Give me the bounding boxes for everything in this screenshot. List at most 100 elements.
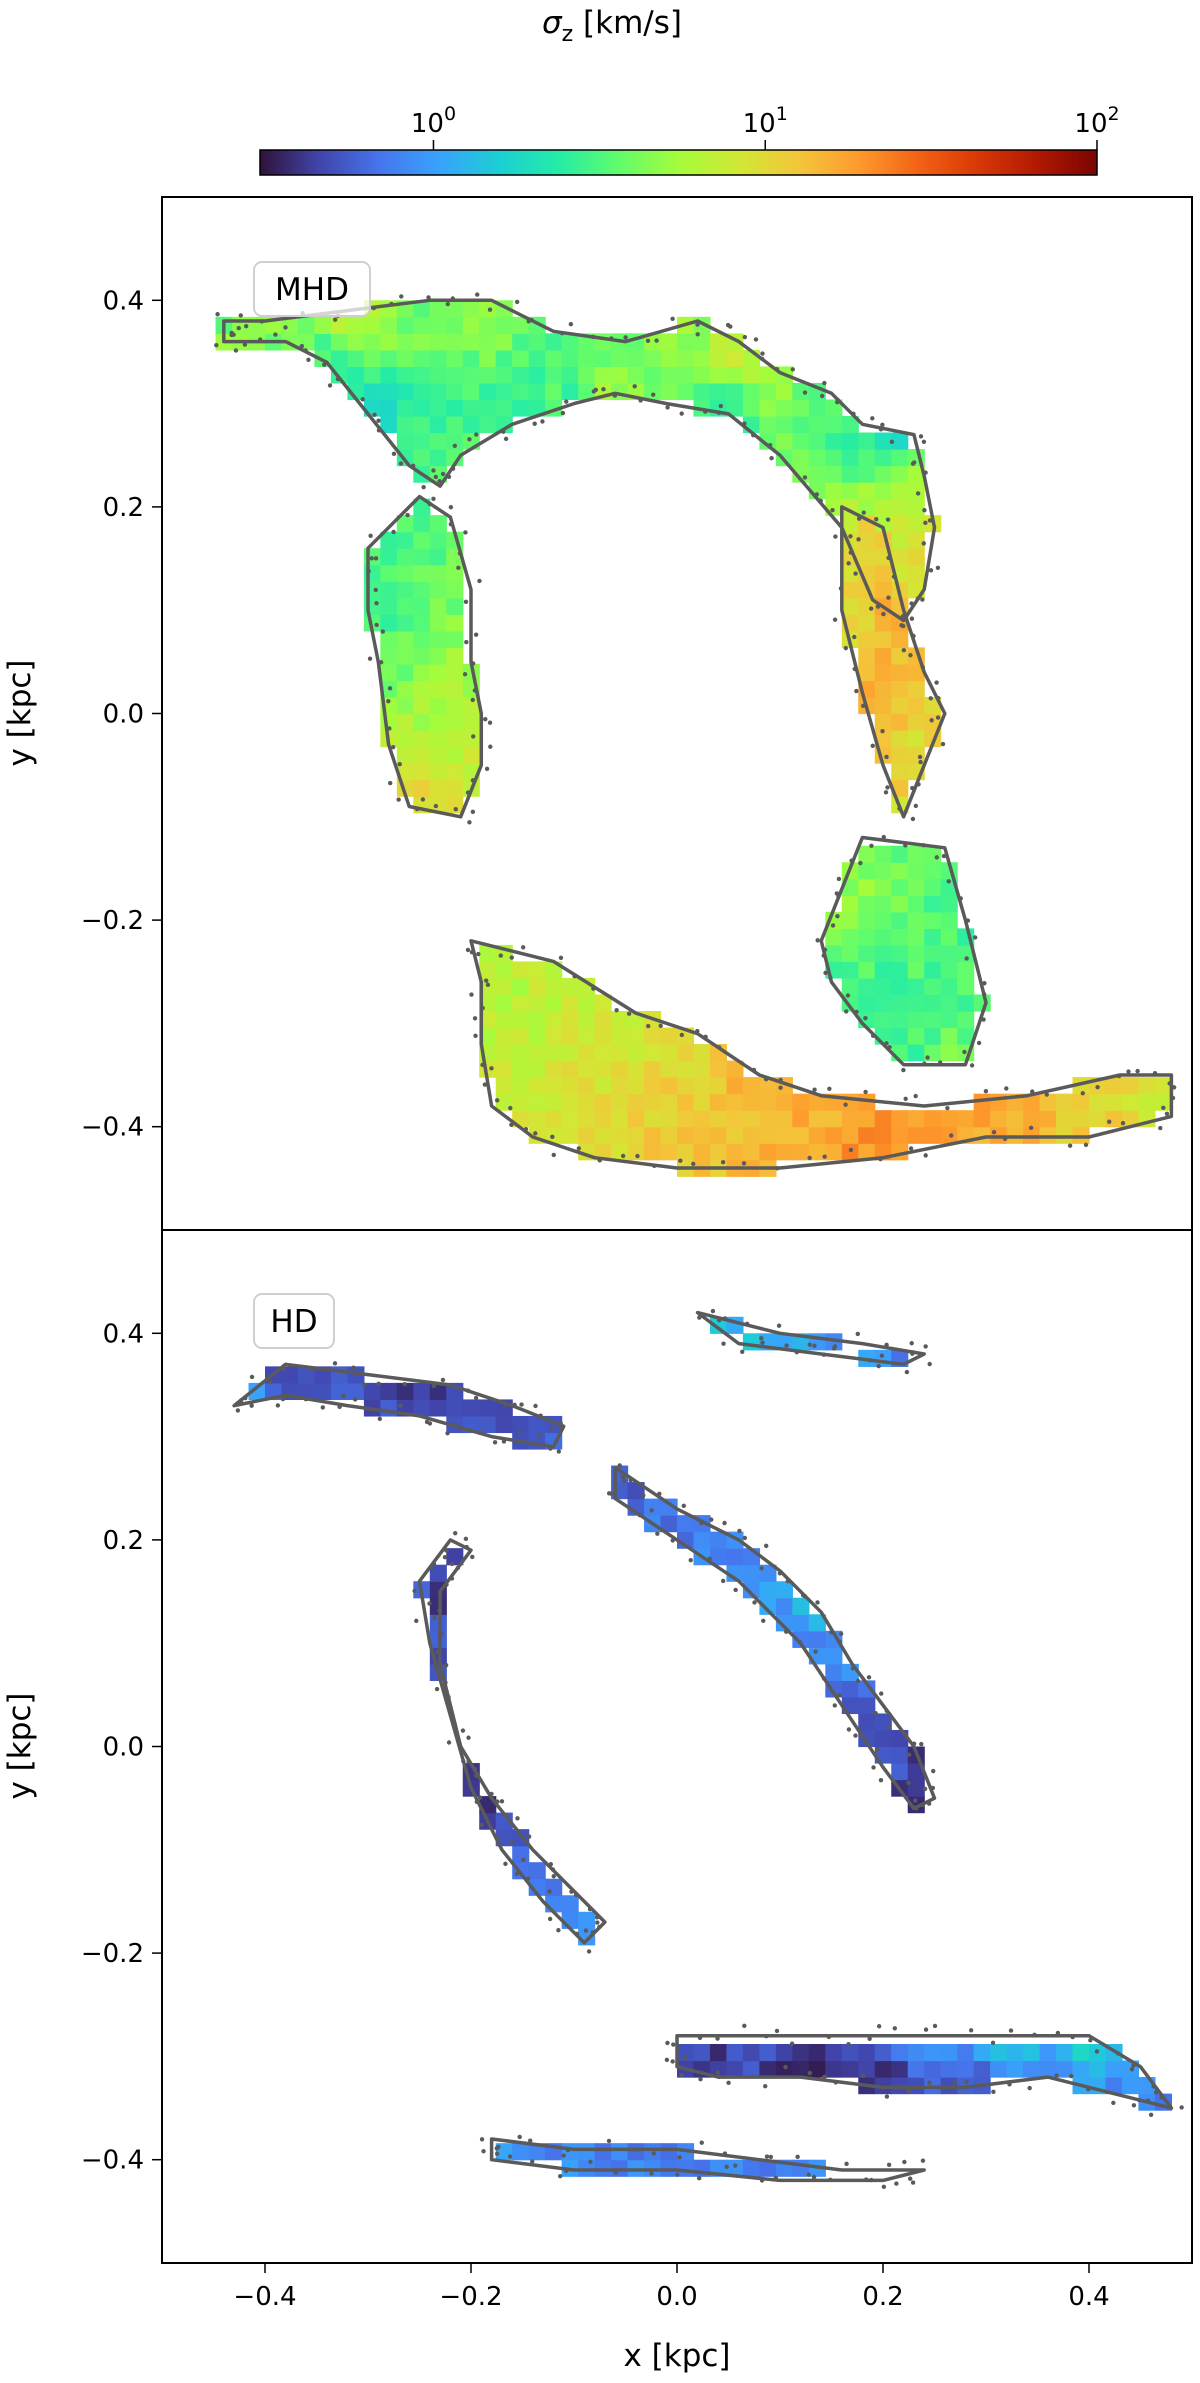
heatmap-cell <box>462 415 480 434</box>
heatmap-cell <box>742 1564 760 1582</box>
contour-point <box>1126 1069 1131 1074</box>
contour-point <box>773 2175 779 2181</box>
contour-point <box>744 1321 750 1326</box>
contour-point <box>923 470 928 475</box>
heatmap-cell <box>627 1044 645 1062</box>
heatmap-cell <box>446 399 464 417</box>
heatmap-cell <box>413 713 431 731</box>
contour-point <box>698 2077 703 2082</box>
heatmap-cell <box>413 663 431 682</box>
heatmap-cell <box>825 1143 843 1161</box>
heatmap-cell <box>413 779 431 797</box>
contour-point <box>867 1358 873 1363</box>
contour-point <box>437 1635 442 1640</box>
contour-point <box>728 324 733 329</box>
contour-point <box>964 2079 969 2085</box>
heatmap-cell <box>479 1011 497 1029</box>
heatmap-cell <box>841 564 859 582</box>
heatmap-cell <box>677 1060 695 1078</box>
contour-point <box>880 422 885 427</box>
heatmap-cell <box>396 746 414 764</box>
contour-point <box>917 754 923 760</box>
heatmap-cell <box>380 382 398 401</box>
contour-point <box>946 879 951 884</box>
heatmap-cell <box>512 333 530 351</box>
contour-point <box>469 950 475 955</box>
heatmap-cell <box>281 316 299 334</box>
heatmap-cell <box>528 382 546 401</box>
heatmap-cell <box>446 564 464 582</box>
heatmap-cell <box>446 796 464 814</box>
heatmap-cell <box>940 961 958 979</box>
contour-point <box>677 2155 682 2160</box>
contour-point <box>373 587 378 593</box>
contour-point <box>920 1802 925 1808</box>
heatmap-cell <box>528 1093 546 1111</box>
contour-point <box>367 656 373 661</box>
heatmap-cell <box>396 316 414 334</box>
heatmap-cell <box>644 1077 662 1095</box>
contour-line <box>366 494 484 819</box>
contour-point <box>812 1087 817 1092</box>
heatmap-cell <box>413 597 431 615</box>
contour-point <box>822 2074 827 2079</box>
contour-point <box>763 1543 769 1549</box>
contour-point <box>964 956 969 961</box>
contour-point <box>283 325 288 330</box>
heatmap-cell <box>644 1498 662 1516</box>
heatmap-cell <box>792 2060 810 2078</box>
contour-point <box>1167 1081 1172 1086</box>
contour-point <box>509 1839 515 1845</box>
heatmap-cell <box>495 994 513 1012</box>
heatmap-cell <box>858 465 876 483</box>
contour-point <box>920 2158 926 2163</box>
contour-point <box>464 639 469 645</box>
contour-point <box>783 2064 788 2070</box>
contour-point <box>374 622 379 628</box>
heatmap-cell <box>429 382 447 401</box>
heatmap-cell <box>479 1027 497 1045</box>
heatmap-cell <box>924 994 942 1012</box>
heatmap-cell <box>742 2060 760 2078</box>
contour-point <box>794 1349 800 1355</box>
heatmap-cell <box>874 432 892 450</box>
contour-point <box>479 1822 484 1827</box>
heatmap-cell <box>413 647 431 665</box>
contour-point <box>852 666 857 672</box>
contour-point <box>473 1033 478 1038</box>
contour-point <box>547 1916 553 1922</box>
contour-point <box>670 316 675 322</box>
contour-point <box>628 1477 633 1483</box>
contour-point <box>521 1857 526 1862</box>
contour-point <box>547 1889 552 1894</box>
contour-point <box>913 803 919 809</box>
contour-point <box>886 595 891 600</box>
contour-point <box>476 951 481 957</box>
heatmap-cell <box>940 928 958 946</box>
contour-point <box>761 1618 766 1624</box>
contour-point <box>481 2149 486 2154</box>
contour-point <box>492 1440 498 1445</box>
heatmap-cell <box>825 432 843 450</box>
heatmap-cell <box>528 1060 546 1078</box>
contour-point <box>759 1336 764 1341</box>
contour-point <box>1095 1085 1100 1090</box>
contour-point <box>741 1161 747 1166</box>
contour-point <box>878 427 884 432</box>
contour-point <box>474 1773 479 1778</box>
contour-point <box>463 599 469 605</box>
heatmap-cell <box>380 333 398 351</box>
heatmap-cell <box>775 415 793 434</box>
contour-point <box>376 1381 381 1387</box>
contour-point <box>576 1146 582 1151</box>
heatmap-cell <box>907 730 925 748</box>
contour-point <box>1116 1073 1122 1079</box>
heatmap-cell <box>512 977 530 996</box>
contour-point <box>784 1343 789 1348</box>
heatmap-cell <box>726 2044 744 2062</box>
contours-mhd <box>214 292 1177 1171</box>
heatmap-cell <box>594 1044 612 1062</box>
contour-point <box>281 1366 286 1371</box>
heatmap-cell <box>446 366 464 384</box>
heatmap-cell <box>874 647 892 665</box>
